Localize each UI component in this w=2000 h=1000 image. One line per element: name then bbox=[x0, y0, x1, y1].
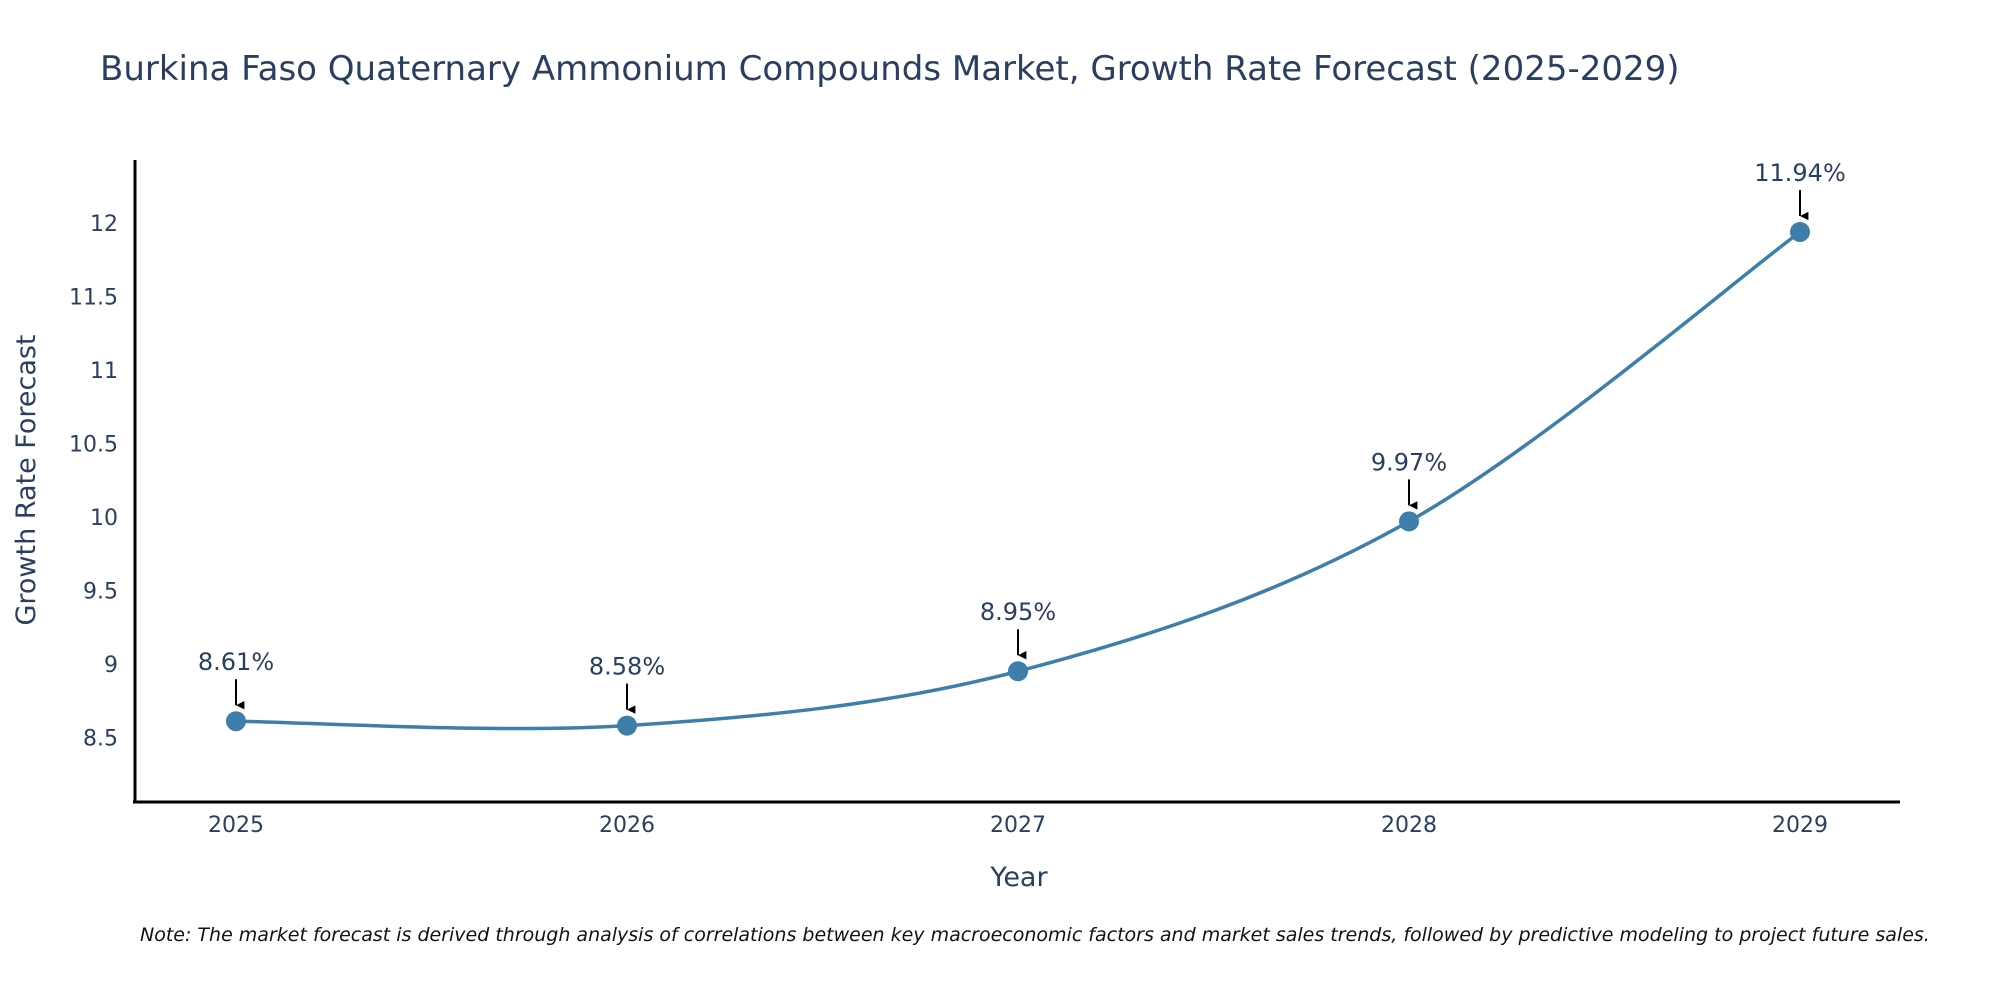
y-tick-label: 11 bbox=[90, 359, 118, 384]
x-axis-title: Year bbox=[989, 862, 1048, 893]
x-axis-ticks: 2025 2026 2027 2028 2029 bbox=[208, 813, 1828, 838]
chart-title: Burkina Faso Quaternary Ammonium Compoun… bbox=[100, 49, 1680, 89]
x-tick-label: 2027 bbox=[990, 813, 1046, 838]
data-point[interactable] bbox=[226, 711, 246, 732]
y-tick-label: 9 bbox=[104, 653, 118, 678]
y-axis-ticks: 8.5 9 9.5 10 10.5 11 11.5 12 bbox=[69, 212, 118, 751]
x-tick-label: 2026 bbox=[599, 813, 655, 838]
data-label: 8.58% bbox=[589, 653, 665, 681]
x-tick-label: 2029 bbox=[1772, 813, 1828, 838]
x-tick-label: 2028 bbox=[1381, 813, 1437, 838]
data-point[interactable] bbox=[617, 715, 637, 736]
series-line bbox=[235, 230, 1802, 731]
data-label: 8.61% bbox=[198, 648, 274, 676]
chart-note: Note: The market forecast is derived thr… bbox=[140, 924, 1930, 946]
data-point[interactable] bbox=[1399, 511, 1419, 532]
x-tick-label: 2025 bbox=[208, 813, 264, 838]
series-layer: 8.61% 8.58% 8.95% 9.97% 11.94% bbox=[198, 159, 1846, 736]
y-tick-label: 12 bbox=[90, 212, 118, 237]
y-tick-label: 10 bbox=[90, 506, 118, 531]
y-axis-title: Growth Rate Forecast bbox=[11, 334, 42, 625]
data-label: 9.97% bbox=[1371, 448, 1447, 476]
data-point[interactable] bbox=[1790, 221, 1810, 242]
data-point[interactable] bbox=[1008, 661, 1028, 682]
y-tick-label: 11.5 bbox=[69, 286, 118, 311]
data-label: 8.95% bbox=[980, 598, 1056, 626]
y-tick-label: 9.5 bbox=[83, 579, 118, 604]
y-tick-label: 8.5 bbox=[83, 726, 118, 751]
data-label: 11.94% bbox=[1754, 159, 1846, 187]
y-tick-label: 10.5 bbox=[69, 433, 118, 458]
